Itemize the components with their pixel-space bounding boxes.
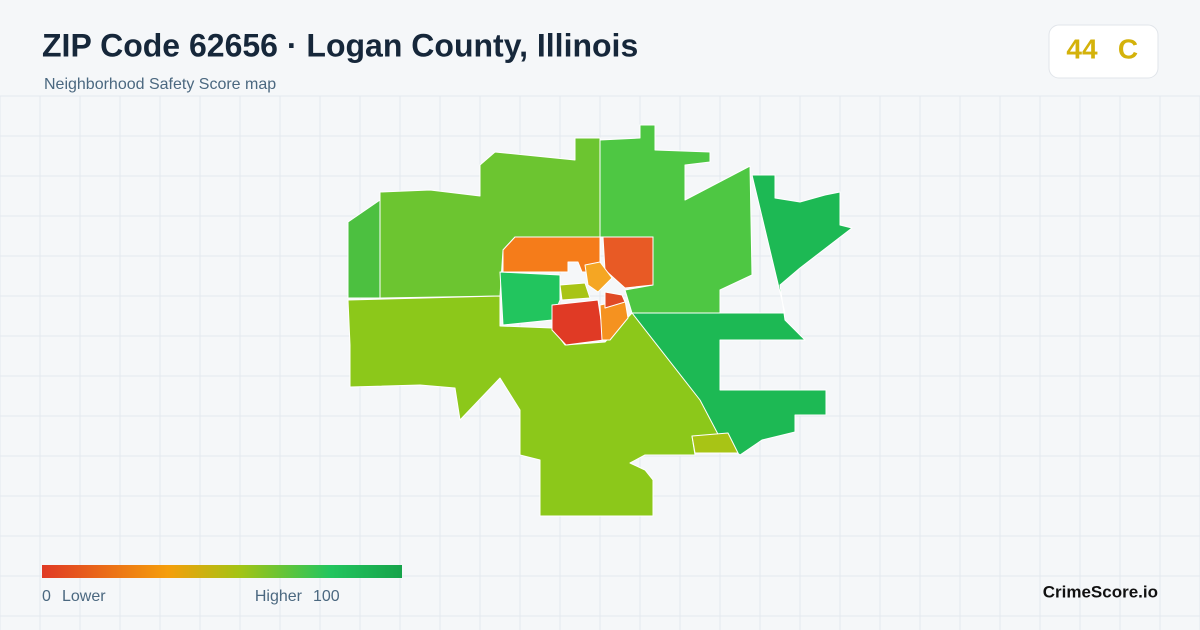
- title: ZIP Code 62656 · Logan County, Illinois: [42, 27, 638, 63]
- legend-high-label: Higher: [255, 588, 303, 605]
- score-value: 44: [1066, 33, 1098, 64]
- subtitle: Neighborhood Safety Score map: [44, 76, 276, 93]
- region: [584, 261, 613, 293]
- zip-map: [347, 124, 853, 517]
- legend-low-label: Lower: [62, 588, 106, 605]
- legend-max: 100: [313, 588, 340, 605]
- score-box: [1048, 24, 1159, 79]
- region: [499, 271, 561, 326]
- legend-bar: [42, 565, 402, 578]
- region: [551, 299, 605, 346]
- region: [602, 236, 654, 289]
- region: [559, 282, 591, 301]
- region: [502, 236, 601, 273]
- score-grade: C: [1118, 33, 1138, 64]
- region: [604, 291, 626, 309]
- region: [691, 432, 739, 454]
- region: [347, 295, 721, 517]
- legend-min: 0: [42, 588, 51, 605]
- brand: CrimeScore.io: [1043, 582, 1158, 601]
